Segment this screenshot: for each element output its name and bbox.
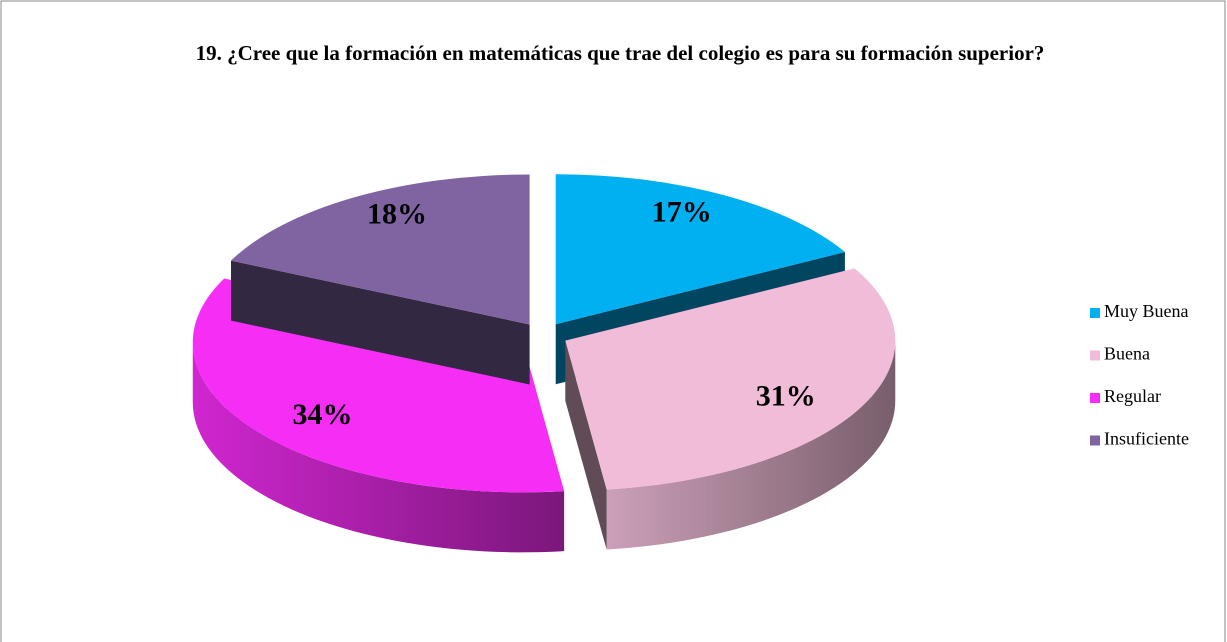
legend-swatch xyxy=(1090,350,1100,361)
legend-swatch xyxy=(1090,393,1100,403)
slice-wall xyxy=(231,260,530,385)
legend-swatch xyxy=(1090,435,1100,446)
slice-side xyxy=(606,340,896,550)
legend-label: Insuficiente xyxy=(1104,429,1189,449)
legend-swatch xyxy=(1090,308,1100,318)
data-label: 18% xyxy=(367,198,427,231)
chart-title: 19. ¿Cree que la formación en matemática… xyxy=(195,41,1045,65)
legend-label: Buena xyxy=(1104,344,1150,364)
data-label: 17% xyxy=(652,195,712,228)
legend-label: Regular xyxy=(1104,386,1161,406)
slice xyxy=(231,174,530,325)
slice xyxy=(555,174,845,325)
legend-label: Muy Buena xyxy=(1104,301,1189,321)
data-label: 31% xyxy=(756,379,816,412)
data-label: 34% xyxy=(293,398,353,431)
slice xyxy=(565,268,896,490)
slice-wall xyxy=(565,340,607,550)
slice-side xyxy=(192,342,565,553)
